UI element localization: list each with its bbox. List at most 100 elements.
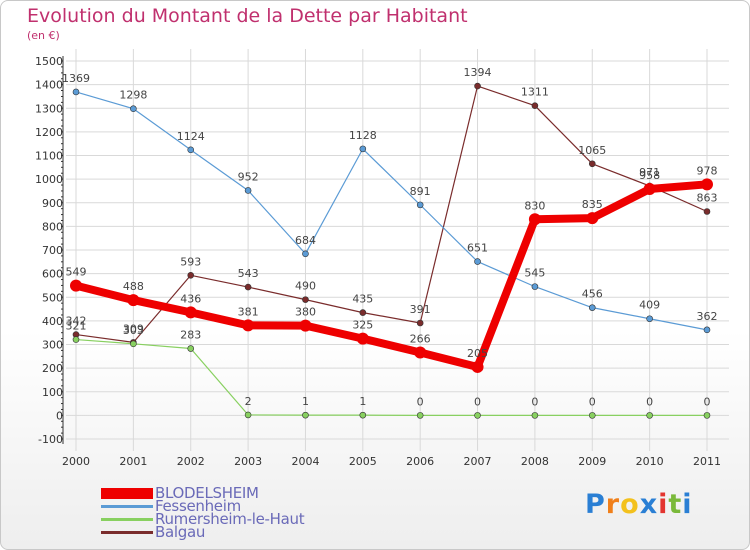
y-tick-label: 1000 <box>35 173 63 186</box>
y-tick-label: 300 <box>42 339 63 352</box>
chart-unit: (en €) <box>27 29 60 42</box>
data-point <box>187 146 195 154</box>
y-tick-label: 1200 <box>35 126 63 139</box>
data-label: 381 <box>238 305 259 318</box>
data-label: 958 <box>639 169 660 182</box>
data-point <box>187 271 195 279</box>
data-label: 456 <box>582 288 603 301</box>
data-label: 1124 <box>177 130 205 143</box>
logo-letter: r <box>605 489 621 520</box>
data-label: 303 <box>123 324 144 337</box>
data-point <box>359 145 367 153</box>
x-tick-label: 2009 <box>578 455 606 468</box>
series-line <box>75 85 708 343</box>
legend-label: Rumersheim-le-Haut <box>155 510 305 528</box>
data-point <box>127 294 140 307</box>
logo-letter: i <box>682 489 693 520</box>
data-point <box>242 319 255 332</box>
data-point <box>359 309 367 316</box>
data-point <box>244 283 252 291</box>
series-line <box>72 180 711 371</box>
data-label: 309 <box>123 322 144 335</box>
x-tick-label: 2001 <box>119 455 147 468</box>
data-point <box>474 82 481 90</box>
data-point <box>586 212 599 225</box>
legend-label: Balgau <box>155 523 206 541</box>
x-tick-label: 2002 <box>177 455 205 468</box>
data-point <box>299 319 312 332</box>
data-label: 1369 <box>62 72 90 85</box>
data-point <box>703 208 711 215</box>
data-label: 684 <box>295 234 316 247</box>
data-label: 362 <box>697 310 718 323</box>
data-point <box>416 412 424 419</box>
data-point <box>588 160 596 168</box>
data-label: 0 <box>531 395 538 408</box>
logo-letter: x <box>639 489 659 520</box>
data-label: 1065 <box>578 144 606 157</box>
y-tick-label: 0 <box>56 409 63 422</box>
data-label: 409 <box>639 299 660 312</box>
data-label: 435 <box>352 293 373 306</box>
data-point <box>646 315 653 323</box>
data-label: 1 <box>302 395 309 408</box>
series-line <box>75 91 708 331</box>
x-tick-label: 2006 <box>406 455 434 468</box>
data-label: 205 <box>467 347 488 360</box>
data-label: 863 <box>697 191 718 204</box>
data-point <box>474 412 481 419</box>
data-label: 283 <box>180 329 201 342</box>
data-label: 835 <box>582 198 603 211</box>
data-point <box>703 412 711 419</box>
data-label: 488 <box>123 280 144 293</box>
y-tick-label: 500 <box>42 291 63 304</box>
data-label: 1128 <box>349 129 377 142</box>
data-label: 891 <box>410 185 431 198</box>
data-label: 321 <box>66 320 87 333</box>
data-label: 543 <box>238 267 259 280</box>
data-point <box>184 306 197 319</box>
data-point <box>646 412 653 419</box>
data-point <box>643 183 656 196</box>
y-tick-label: 1100 <box>35 150 63 163</box>
data-label: 325 <box>352 319 373 332</box>
x-tick-label: 2010 <box>636 455 664 468</box>
data-point <box>471 360 484 373</box>
data-point <box>70 279 82 292</box>
data-point <box>531 102 539 109</box>
x-tick-label: 2008 <box>521 455 549 468</box>
y-tick-label: 1500 <box>35 55 63 68</box>
y-tick-label: 200 <box>42 362 63 375</box>
data-label: 651 <box>467 242 488 255</box>
y-tick-label: -100 <box>38 433 63 446</box>
x-tick-label: 2005 <box>349 455 377 468</box>
y-tick-label: 1400 <box>35 79 63 92</box>
data-point <box>474 258 481 265</box>
data-label: 971 <box>639 166 660 179</box>
data-label: 342 <box>66 315 87 328</box>
data-point <box>531 412 539 419</box>
proxiti-logo: Proxiti <box>585 489 693 520</box>
data-point <box>72 88 80 96</box>
data-label: 0 <box>474 395 481 408</box>
logo-letter: o <box>620 489 640 520</box>
data-point <box>130 105 137 113</box>
y-tick-label: 900 <box>42 197 63 210</box>
data-point <box>302 296 309 303</box>
logo-letter: t <box>668 489 683 520</box>
legend-swatch <box>101 505 153 508</box>
logo-letter: i <box>658 489 669 520</box>
data-label: 593 <box>180 255 201 268</box>
series-line <box>75 338 708 416</box>
data-label: 545 <box>524 267 545 280</box>
data-point <box>130 340 137 348</box>
data-point <box>588 412 596 419</box>
data-label: 1394 <box>464 66 492 79</box>
data-point <box>416 319 424 327</box>
data-point <box>187 345 195 352</box>
data-label: 266 <box>410 333 431 346</box>
data-label: 0 <box>589 395 596 408</box>
data-label: 1 <box>359 395 366 408</box>
data-point <box>528 213 541 226</box>
